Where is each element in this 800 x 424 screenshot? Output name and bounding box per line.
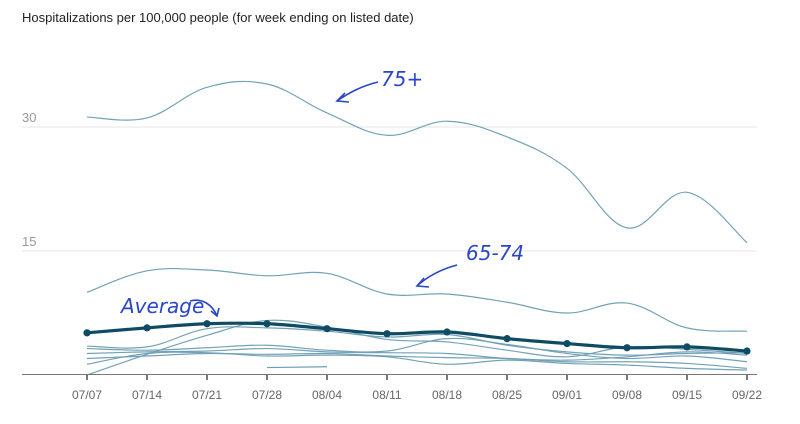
x-tick-label: 09/22 — [732, 388, 762, 402]
arrowhead-icon — [335, 92, 350, 103]
average-series — [83, 320, 751, 355]
annotation-65-74: 65-74 — [466, 241, 524, 265]
y-tick-label: 30 — [22, 110, 36, 125]
x-tick-label: 09/01 — [552, 388, 582, 402]
average-point — [443, 328, 451, 336]
annotation-75-plus: 75+ — [381, 67, 423, 91]
x-tick-label: 08/18 — [432, 388, 462, 402]
series-line — [86, 337, 748, 363]
average-point — [143, 324, 151, 332]
arrowhead-icon — [415, 277, 430, 288]
average-point — [383, 330, 391, 338]
y-tick-label: 15 — [22, 234, 36, 249]
series-line-75- — [86, 80, 748, 244]
x-tick-label: 07/07 — [72, 388, 102, 402]
average-point — [263, 320, 271, 328]
average-point — [683, 343, 691, 351]
x-tick-label: 07/14 — [132, 388, 162, 402]
x-tick-label: 07/28 — [252, 388, 282, 402]
series-line-average — [86, 321, 748, 353]
average-point — [743, 347, 751, 355]
annotation-arrow-icon — [189, 299, 218, 317]
x-tick-label: 07/21 — [192, 388, 222, 402]
series-line-65-74 — [86, 267, 748, 332]
average-point — [203, 320, 211, 328]
x-tick-label: 08/25 — [492, 388, 522, 402]
series-line — [86, 347, 748, 361]
chart-title: Hospitalizations per 100,000 people (for… — [22, 10, 414, 25]
x-axis: 07/07 07/14 07/21 07/28 08/04 08/11 08/18 08/25… — [22, 374, 762, 402]
average-point — [323, 325, 331, 333]
annotation-average: Average — [119, 294, 204, 318]
series-line-partial — [266, 366, 328, 369]
gridlines — [22, 126, 757, 252]
series-lines — [86, 80, 748, 376]
x-tick-label: 09/15 — [672, 388, 702, 402]
annotation-arrow-icon — [336, 81, 379, 102]
x-tick-label: 09/08 — [612, 388, 642, 402]
x-tick-label: 08/04 — [312, 388, 342, 402]
average-point — [563, 339, 571, 348]
series-line — [86, 352, 748, 369]
average-point — [503, 335, 511, 343]
annotation-arrow-icon — [416, 264, 458, 287]
average-point — [623, 344, 631, 352]
series-line — [86, 351, 748, 371]
series-line — [86, 326, 748, 356]
annotations: 75+ 65-74 Average — [119, 67, 524, 318]
arrowhead-icon — [210, 307, 220, 318]
average-point — [83, 329, 91, 337]
x-tick-label: 08/11 — [372, 388, 401, 402]
